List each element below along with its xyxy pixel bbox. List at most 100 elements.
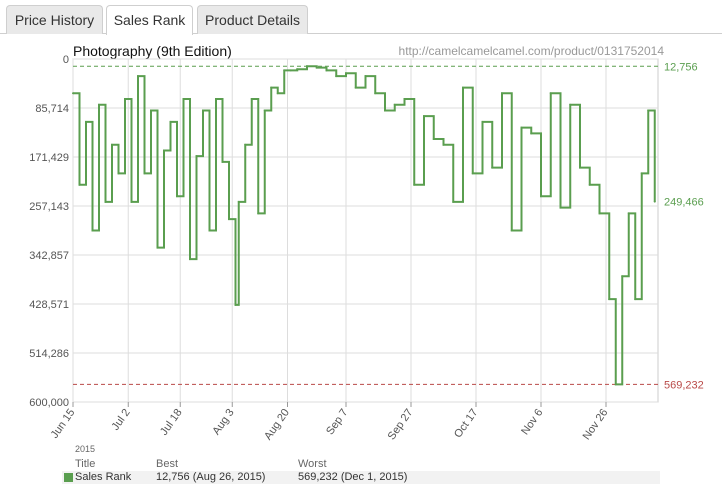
data-point: [423, 115, 425, 118]
data-point: [530, 132, 533, 135]
data-point: [432, 138, 435, 141]
data-point: [263, 109, 266, 112]
legend-header-best: Best: [156, 458, 179, 470]
worst-rank-label: 569,232: [664, 379, 704, 391]
x-tick-label: Jul 2: [110, 407, 133, 433]
data-point: [234, 303, 237, 306]
data-point: [237, 200, 240, 203]
data-point: [384, 109, 386, 112]
data-point: [325, 69, 328, 72]
data-point: [78, 183, 81, 186]
data-point: [182, 98, 185, 101]
tab-product-details[interactable]: Product Details: [197, 5, 308, 34]
data-point: [520, 126, 523, 129]
y-axis: 0 85,714 171,429 257,143 342,857 428,571 514,2…: [29, 54, 69, 409]
tab-price-history[interactable]: Price History: [6, 5, 103, 34]
series-layer: [72, 65, 656, 386]
x-tick-label: Jun 15: [49, 407, 78, 441]
y-tick-label: 600,000: [29, 397, 69, 409]
y-tick-label: 85,714: [35, 103, 69, 115]
data-point: [289, 69, 292, 72]
data-point: [540, 195, 542, 198]
data-point: [143, 172, 146, 175]
tab-sales-rank[interactable]: Sales Rank: [106, 5, 193, 35]
data-point: [354, 86, 357, 89]
data-point: [569, 103, 572, 106]
data-point: [176, 195, 178, 198]
source-url[interactable]: http://camelcamelcamel.com/product/01317…: [399, 44, 665, 58]
x-tick-label: Aug 20: [262, 407, 292, 442]
x-tick-label: Sep 27: [386, 407, 416, 442]
series-swatch: [64, 473, 73, 482]
data-point: [374, 92, 377, 95]
data-point: [163, 149, 165, 152]
data-point: [250, 98, 253, 101]
data-point: [91, 229, 94, 232]
legend-year: 2015: [75, 444, 96, 454]
data-point: [306, 65, 308, 68]
reference-lines: 12,756 569,232 249,466: [73, 61, 704, 391]
data-point: [72, 92, 74, 95]
data-point: [117, 172, 120, 175]
data-point: [244, 143, 247, 146]
y-tick-label: 0: [63, 54, 69, 66]
data-point: [283, 69, 286, 72]
data-point: [85, 120, 87, 123]
y-tick-label: 514,286: [29, 348, 69, 360]
legend-header-worst: Worst: [298, 458, 327, 470]
data-point: [647, 109, 650, 112]
data-point: [189, 258, 191, 261]
data-point: [598, 212, 601, 215]
data-point: [462, 86, 464, 89]
data-point: [510, 229, 513, 232]
data-point: [98, 103, 100, 106]
data-point: [296, 68, 299, 71]
legend-row-worst: 569,232 (Dec 1, 2015): [298, 471, 408, 483]
data-point: [640, 172, 643, 175]
data-point: [608, 298, 611, 301]
data-point: [228, 218, 230, 221]
data-point: [104, 200, 107, 203]
tab-bar: Price History Sales Rank Product Details: [0, 0, 722, 35]
data-point: [215, 98, 217, 101]
x-tick-label: Oct 17: [452, 407, 480, 440]
legend-row-best: 12,756 (Aug 26, 2015): [156, 471, 266, 483]
data-point: [614, 383, 617, 386]
data-point: [501, 92, 503, 95]
series-line-sales-rank: [73, 65, 656, 386]
data-point: [481, 120, 484, 123]
legend-row-title: Sales Rank: [75, 471, 132, 483]
data-point: [471, 172, 474, 175]
data-point: [202, 109, 204, 112]
legend-header-title: Title: [75, 458, 96, 470]
data-point: [627, 212, 630, 215]
legend-row-sales-rank[interactable]: Sales Rank 12,756 (Aug 26, 2015) 569,232…: [62, 471, 660, 484]
data-point: [559, 206, 562, 209]
data-point: [169, 120, 172, 123]
data-point: [124, 98, 126, 101]
data-point: [270, 86, 273, 89]
data-point: [634, 298, 637, 301]
x-tick-label: Aug 3: [210, 407, 236, 437]
data-point: [195, 155, 198, 158]
x-tick-label: Jul 18: [158, 407, 185, 438]
x-tick-label: Nov 6: [519, 407, 545, 437]
data-point: [276, 92, 279, 95]
data-point: [156, 246, 159, 249]
x-tick-label: Sep 7: [324, 407, 350, 437]
data-point: [130, 200, 133, 203]
y-tick-label: 257,143: [29, 201, 69, 213]
x-tick-label: Nov 26: [581, 407, 611, 442]
data-point: [442, 143, 445, 146]
data-point: [335, 75, 338, 78]
data-point: [315, 66, 318, 69]
data-point: [345, 72, 347, 75]
y-tick-label: 171,429: [29, 152, 69, 164]
data-point: [393, 103, 396, 106]
data-point: [452, 200, 455, 203]
y-tick-label: 342,857: [29, 250, 69, 262]
y-tick-label: 428,571: [29, 299, 69, 311]
sales-rank-chart: Photography (9th Edition) http://camelca…: [29, 43, 704, 442]
data-point: [111, 143, 113, 146]
data-point: [150, 109, 152, 112]
